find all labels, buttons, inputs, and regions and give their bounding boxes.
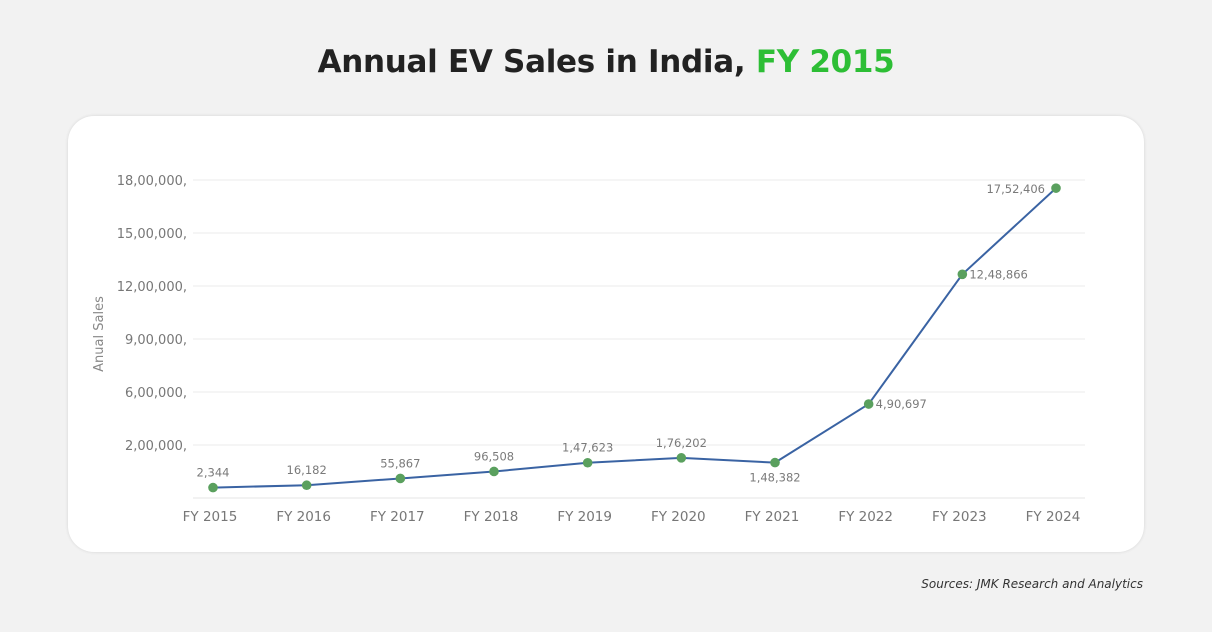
x-tick-label: FY 2015 [183, 509, 238, 525]
chart-card [68, 116, 1144, 552]
data-point [957, 269, 968, 280]
x-tick-label: FY 2017 [370, 509, 425, 525]
y-axis-label: Anual Sales [92, 296, 107, 372]
data-label: 2,344 [197, 466, 230, 480]
series-line [212, 187, 1057, 489]
data-point [489, 466, 499, 477]
data-label: 17,52,406 [986, 182, 1045, 196]
chart-title-highlight: FY 2015 [755, 44, 895, 80]
data-markers [208, 183, 1061, 493]
data-label: 12,48,866 [969, 267, 1028, 281]
data-label: 16,182 [287, 463, 327, 477]
gridlines [193, 179, 1085, 499]
data-point [1051, 183, 1061, 193]
data-point [676, 453, 687, 463]
y-tick-label: 9,00,000, [125, 333, 187, 348]
y-tick-label: 6,00,000, [125, 386, 187, 401]
y-axis-ticks: 18,00,000, 15,00,000, 12,00,000, 9,00,000, 6… [117, 174, 187, 454]
y-tick-label: 15,00,000, [117, 227, 187, 242]
data-point [208, 482, 218, 493]
data-label: 96,508 [474, 449, 514, 463]
x-tick-label: FY 2022 [838, 509, 893, 525]
data-label: 1,47,623 [562, 441, 613, 455]
data-point [582, 457, 593, 468]
x-tick-label: FY 2016 [276, 509, 331, 525]
series-line-group [212, 187, 1057, 489]
data-point [301, 480, 312, 491]
data-label: 55,867 [380, 456, 420, 470]
x-tick-label: FY 2020 [651, 509, 706, 525]
x-tick-label: FY 2024 [1026, 509, 1081, 525]
chart-title: Annual EV Sales in India, FY 2015 [0, 44, 1212, 80]
x-axis-ticks: FY 2015 FY 2016 FY 2017 FY 2018 FY 2019 FY 20… [183, 509, 1081, 525]
data-point [770, 457, 780, 468]
data-label: 1,76,202 [656, 436, 707, 450]
data-labels: 2,344 16,182 55,867 96,508 1,47,623 1,76,202 1… [197, 182, 1045, 484]
x-tick-label: FY 2018 [464, 509, 519, 525]
chart-title-main: Annual EV Sales in India, [317, 44, 746, 80]
x-tick-label: FY 2019 [557, 509, 612, 525]
data-point [395, 473, 406, 484]
y-tick-label: 12,00,000, [117, 280, 187, 295]
source-note: Sources: JMK Research and Analytics [921, 577, 1143, 591]
x-tick-label: FY 2023 [932, 509, 987, 525]
y-tick-label: 18,00,000, [117, 174, 187, 189]
x-tick-label: FY 2021 [745, 509, 800, 525]
y-tick-label: 2,00,000, [125, 439, 187, 454]
data-label: 4,90,697 [876, 397, 927, 411]
data-label: 1,48,382 [749, 471, 800, 485]
data-point [863, 399, 874, 409]
